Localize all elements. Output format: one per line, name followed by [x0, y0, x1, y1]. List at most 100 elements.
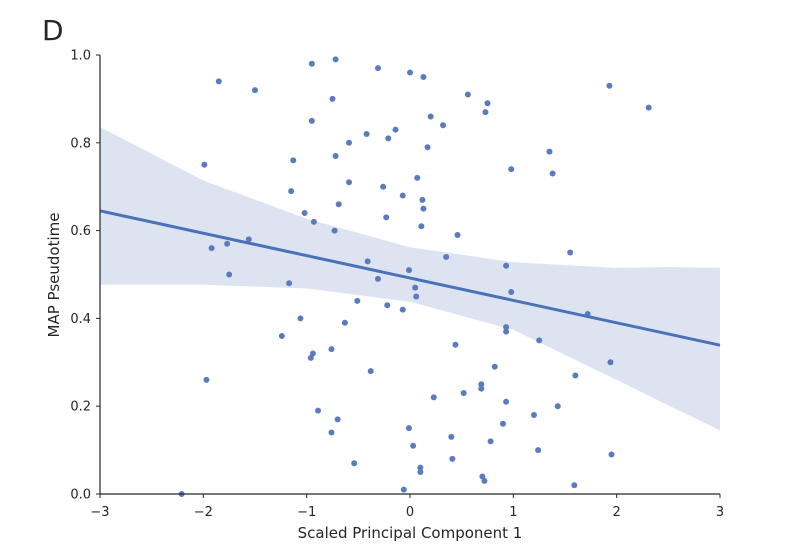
- data-point: [310, 218, 317, 225]
- data-point: [508, 289, 515, 296]
- data-point: [400, 486, 407, 493]
- data-point: [430, 394, 437, 401]
- data-points-layer: [178, 56, 652, 497]
- data-point: [226, 271, 233, 278]
- data-point: [419, 196, 426, 203]
- data-point: [608, 451, 615, 458]
- data-point: [571, 482, 578, 489]
- data-point: [554, 403, 561, 410]
- data-point: [364, 258, 371, 265]
- data-point: [482, 109, 489, 116]
- data-point: [546, 148, 553, 155]
- data-point: [508, 166, 515, 173]
- data-point: [567, 249, 574, 256]
- regression-line: [99, 209, 721, 347]
- data-point: [252, 87, 258, 94]
- data-point: [535, 447, 542, 454]
- x-axis-label: Scaled Principal Component 1: [298, 524, 523, 542]
- data-point: [454, 231, 461, 238]
- data-point: [440, 122, 447, 129]
- y-axis-label: MAP Pseudotime: [45, 213, 63, 338]
- data-point: [328, 429, 335, 436]
- data-point: [328, 346, 335, 353]
- data-point: [478, 385, 485, 392]
- data-point: [487, 438, 494, 445]
- data-point: [332, 56, 339, 63]
- data-point: [374, 275, 381, 282]
- data-point: [288, 188, 295, 195]
- data-point: [452, 341, 459, 348]
- data-point: [399, 192, 406, 199]
- data-point: [383, 214, 390, 221]
- x-tick-label: −1: [297, 505, 316, 520]
- x-tick-label: 2: [613, 505, 621, 520]
- data-point: [301, 210, 308, 217]
- data-point: [481, 477, 488, 484]
- data-point: [645, 104, 652, 111]
- data-point: [607, 359, 614, 366]
- data-point: [572, 372, 579, 379]
- data-point: [484, 100, 491, 107]
- data-point: [536, 337, 543, 344]
- data-point: [331, 227, 338, 234]
- data-point: [334, 416, 341, 423]
- x-tick-label: −3: [90, 505, 109, 520]
- data-point: [203, 376, 210, 383]
- data-point: [380, 183, 387, 190]
- y-tick-label: 0.6: [70, 224, 91, 239]
- x-tick-label: −2: [194, 505, 213, 520]
- data-point: [500, 420, 506, 427]
- data-point: [346, 179, 353, 186]
- data-point: [414, 174, 421, 181]
- data-point: [346, 139, 353, 146]
- data-point: [424, 144, 431, 151]
- data-point: [329, 95, 336, 102]
- data-point: [417, 464, 424, 471]
- data-point: [443, 253, 450, 260]
- data-point: [491, 363, 498, 370]
- y-tick-label: 0.2: [70, 400, 91, 415]
- data-point: [449, 455, 456, 462]
- data-point: [278, 332, 285, 339]
- data-point: [374, 65, 381, 72]
- data-point: [531, 411, 537, 418]
- data-point: [332, 152, 339, 159]
- data-point: [392, 126, 399, 133]
- data-point: [307, 354, 314, 361]
- data-point: [405, 425, 412, 432]
- data-point: [407, 69, 413, 76]
- data-point: [297, 315, 304, 322]
- data-point: [418, 223, 425, 230]
- data-point: [420, 205, 427, 212]
- data-point: [367, 368, 374, 375]
- data-point: [315, 407, 322, 414]
- tick-labels-layer: −3 −2 −1 0 1 2 3 0.0 0.2 0.4 0.6 0.8 1.0: [70, 49, 724, 521]
- data-point: [341, 319, 348, 326]
- y-tick-label: 1.0: [70, 49, 91, 64]
- data-point: [308, 60, 315, 67]
- data-point: [286, 280, 293, 287]
- data-point: [503, 262, 510, 269]
- data-point: [208, 245, 215, 252]
- data-point: [478, 381, 485, 388]
- data-point: [335, 201, 342, 208]
- data-point: [448, 433, 455, 440]
- data-point: [464, 91, 471, 98]
- y-tick-label: 0.8: [70, 136, 91, 151]
- panel-label: D: [42, 14, 64, 47]
- data-point: [384, 302, 391, 309]
- y-tick-label: 0.0: [70, 488, 91, 503]
- data-point: [460, 390, 467, 397]
- data-point: [503, 324, 510, 331]
- data-point: [399, 306, 406, 313]
- data-point: [224, 240, 231, 247]
- data-point: [417, 469, 424, 476]
- data-point: [290, 157, 297, 164]
- data-point: [410, 442, 417, 449]
- data-point: [427, 113, 434, 120]
- data-point: [245, 236, 252, 243]
- data-point: [405, 267, 412, 274]
- data-point: [308, 117, 315, 124]
- data-point: [503, 328, 510, 335]
